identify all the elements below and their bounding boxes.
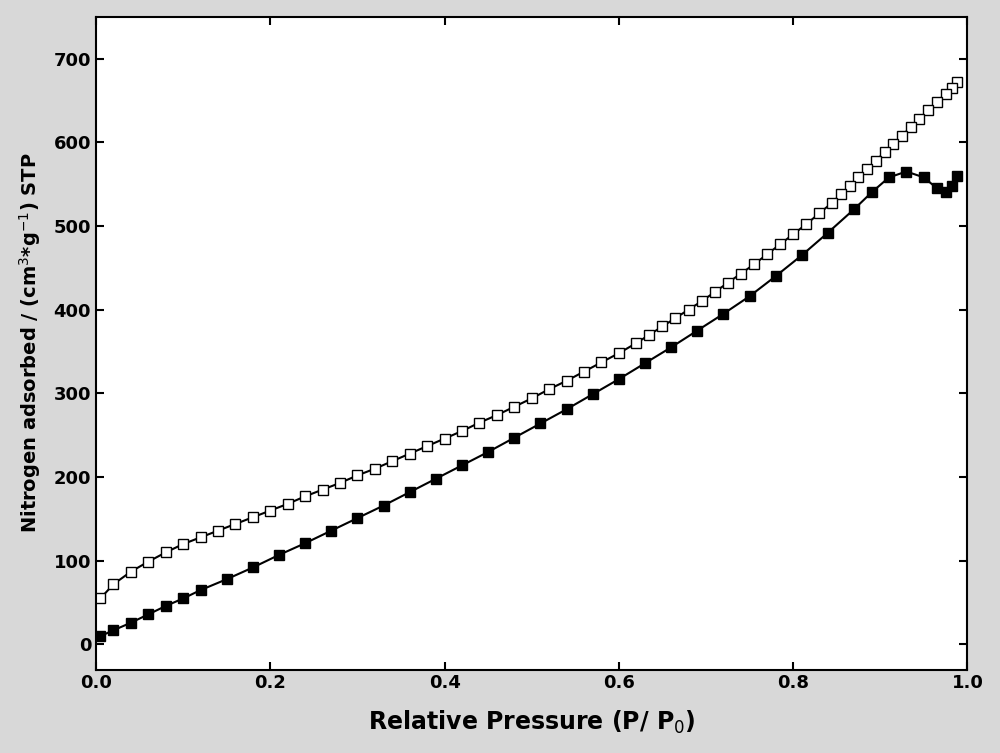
X-axis label: Relative Pressure (P/ P$_0$): Relative Pressure (P/ P$_0$) bbox=[368, 709, 696, 736]
Y-axis label: Nitrogen adsorbed / (cm$^3$*g$^{-1}$) STP: Nitrogen adsorbed / (cm$^3$*g$^{-1}$) ST… bbox=[17, 153, 43, 533]
